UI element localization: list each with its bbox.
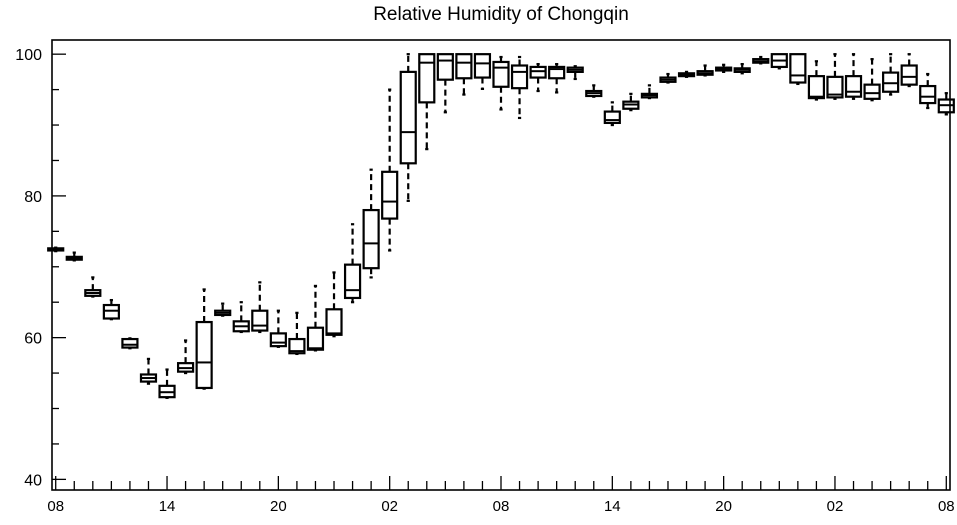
box-4 (121, 337, 139, 350)
box-39 (770, 53, 788, 70)
box-43-body (844, 75, 863, 98)
box-47 (919, 72, 937, 110)
box-19 (399, 53, 417, 202)
x-tick-label-7: 02 (827, 498, 844, 515)
box-25 (510, 55, 529, 120)
box-24-body (492, 60, 510, 88)
box-20-body (418, 53, 436, 104)
x-tick-label-4: 08 (493, 498, 510, 515)
box-14 (306, 284, 325, 352)
box-3 (102, 298, 120, 321)
box-40 (789, 53, 807, 86)
box-13-body (288, 337, 306, 355)
box-12-body (269, 332, 287, 348)
y-tick-label-60: 60 (24, 331, 42, 348)
box-9 (214, 302, 232, 317)
x-tick-label-6: 20 (715, 498, 732, 515)
box-36 (715, 63, 733, 73)
box-17-body (362, 208, 380, 270)
box-31 (622, 92, 640, 112)
box-0 (47, 246, 65, 253)
box-1 (65, 251, 83, 262)
box-15 (325, 271, 343, 338)
box-5 (139, 357, 158, 385)
x-tick-label-2: 20 (270, 498, 287, 515)
box-47-body (919, 84, 937, 105)
box-21-body (436, 53, 454, 81)
box-16-body (343, 263, 362, 300)
box-17 (362, 168, 380, 279)
box-8 (195, 288, 213, 390)
box-30 (603, 101, 621, 127)
y-tick-label-40: 40 (24, 472, 42, 489)
box-35 (696, 64, 714, 77)
box-3-body (102, 303, 120, 320)
box-38 (752, 55, 770, 65)
x-tick-label-8: 08 (938, 498, 955, 515)
box-24 (492, 55, 510, 111)
box-20 (418, 53, 436, 151)
box-42-body (826, 75, 844, 99)
box-23-body (473, 53, 492, 79)
box-23 (473, 53, 492, 90)
box-26 (529, 62, 547, 93)
x-tick-label-3: 02 (381, 498, 398, 515)
marks-layer (47, 53, 955, 399)
box-34 (677, 70, 696, 78)
box-45-body (882, 71, 900, 93)
x-axis: 08 14 20 02 08 14 20 02 08 (47, 476, 955, 515)
box-25-body (510, 64, 529, 90)
x-tick-label-0: 08 (47, 498, 64, 515)
x-tick-label-1: 14 (159, 498, 176, 515)
box-4-body (121, 337, 139, 349)
box-22 (455, 53, 473, 96)
box-28 (566, 65, 584, 81)
y-tick-label-80: 80 (24, 189, 42, 206)
box-43 (844, 53, 863, 100)
box-27-body (548, 65, 566, 80)
box-19-body (399, 70, 417, 165)
box-46-body (900, 64, 918, 86)
box-13 (288, 311, 306, 356)
box-16 (343, 223, 362, 304)
box-30-body (603, 110, 621, 125)
box-8-body (195, 320, 213, 390)
box-15-body (325, 308, 343, 336)
box-44 (863, 58, 881, 102)
box-18-body (381, 170, 399, 220)
box-14-body (306, 326, 325, 351)
box-12 (269, 309, 287, 348)
box-7 (176, 339, 195, 375)
box-44-body (863, 83, 881, 100)
box-46 (900, 53, 918, 88)
box-45 (882, 53, 900, 96)
box-6 (158, 368, 176, 399)
y-tick-label-100: 100 (15, 47, 42, 64)
box-11-body (251, 309, 269, 332)
box-26-body (529, 65, 547, 79)
box-22-body (455, 53, 473, 80)
box-40-body (789, 53, 807, 84)
box-42 (826, 53, 844, 100)
box-33 (659, 72, 677, 84)
box-48 (937, 92, 955, 116)
box-32 (640, 84, 659, 100)
y-axis: 40 60 80 100 (15, 47, 66, 489)
box-18 (381, 88, 399, 252)
box-10 (232, 301, 250, 334)
box-27 (548, 62, 566, 94)
box-29 (585, 84, 603, 98)
box-41-body (807, 75, 826, 100)
box-2 (84, 276, 102, 298)
box-41 (807, 60, 826, 101)
chart-title: Relative Humidity of Chongqin (373, 4, 629, 25)
x-tick-label-5: 14 (604, 498, 621, 515)
box-11 (251, 281, 269, 334)
box-21 (436, 53, 454, 114)
box-37 (733, 62, 751, 75)
